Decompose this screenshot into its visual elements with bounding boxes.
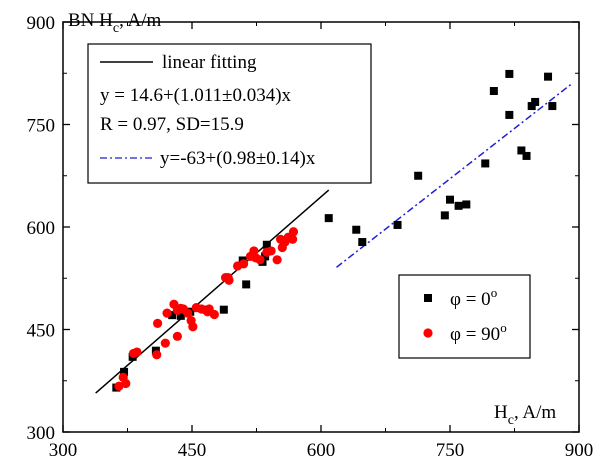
circle-point	[266, 246, 276, 256]
square-point	[414, 171, 423, 180]
fit-legend-title: linear fitting	[162, 52, 257, 73]
y-tick-label: 750	[27, 116, 56, 137]
circle-point	[288, 234, 298, 244]
fit-legend-frame	[87, 43, 372, 184]
x-tick-label: 450	[178, 440, 207, 461]
y-tick-label: 450	[27, 321, 56, 342]
square-point	[489, 87, 498, 96]
dashdot-fit-line	[336, 82, 574, 268]
circle-point	[209, 309, 219, 320]
fit-legend-equation: y = 14.6+(1.011±0.034)x	[100, 85, 292, 106]
y-axis-label: BN Hc, A/m	[68, 10, 162, 36]
circle-point	[172, 331, 182, 341]
square-point	[352, 225, 361, 234]
square-point	[324, 214, 333, 223]
square-point	[168, 311, 177, 320]
circle-point	[114, 381, 124, 391]
square-point	[120, 367, 129, 376]
x-tick-label: 750	[436, 440, 465, 461]
data-points	[112, 69, 557, 392]
square-point	[531, 97, 540, 106]
legend-series-0: φ = 0o	[450, 285, 497, 310]
y-tick-label: 600	[27, 218, 56, 239]
circle-point	[160, 338, 170, 348]
y-tick-label: 300	[27, 423, 56, 444]
linear-fit-line	[95, 189, 330, 394]
circle-point	[272, 255, 282, 265]
square-point	[176, 311, 185, 320]
fit-legend-stats: R = 0.97, SD=15.9	[100, 114, 244, 135]
square-point	[548, 102, 557, 111]
square-point	[393, 220, 402, 229]
square-point	[505, 69, 514, 78]
series-legend-frame	[398, 274, 531, 359]
circle-point	[162, 308, 172, 318]
x-tick-label: 900	[565, 440, 594, 461]
x-tick-label: 300	[49, 440, 78, 461]
square-point	[517, 146, 526, 155]
x-tick-label: 600	[307, 440, 336, 461]
square-point	[446, 195, 454, 204]
fit-legend: linear fitting y = 14.6+(1.011±0.034)x R…	[87, 43, 372, 184]
y-tick-label: 900	[27, 13, 56, 34]
series-legend: φ = 0o φ = 90o	[398, 274, 531, 359]
legend-square-marker	[424, 294, 432, 302]
plot-area: 300 450 600 750 900 300 450 600 750 900	[27, 13, 594, 461]
circle-point	[224, 275, 234, 285]
legend-circle-marker	[423, 328, 433, 338]
square-point	[242, 280, 251, 289]
x-axis-label: Hc, A/m	[494, 402, 556, 428]
circle-point	[118, 372, 128, 382]
square-point	[454, 201, 463, 210]
square-point	[462, 200, 471, 209]
square-point	[544, 72, 553, 81]
square-point	[522, 151, 531, 160]
square-point	[440, 211, 449, 220]
fit-legend-equation-2: y=-63+(0.98±0.14)x	[160, 148, 316, 169]
square-point	[262, 240, 271, 249]
square-point	[505, 110, 514, 119]
circle-point	[132, 347, 142, 357]
circle-point	[153, 318, 163, 328]
circle-point	[255, 255, 265, 265]
circle-point	[239, 259, 249, 269]
circle-point	[183, 308, 193, 318]
square-point	[358, 238, 367, 247]
square-point	[481, 159, 490, 168]
square-point	[219, 305, 228, 314]
square-point	[527, 102, 536, 111]
circle-point	[152, 350, 162, 360]
circle-point	[288, 227, 299, 237]
circle-point	[188, 322, 198, 332]
legend-series-1: φ = 90o	[450, 320, 507, 345]
